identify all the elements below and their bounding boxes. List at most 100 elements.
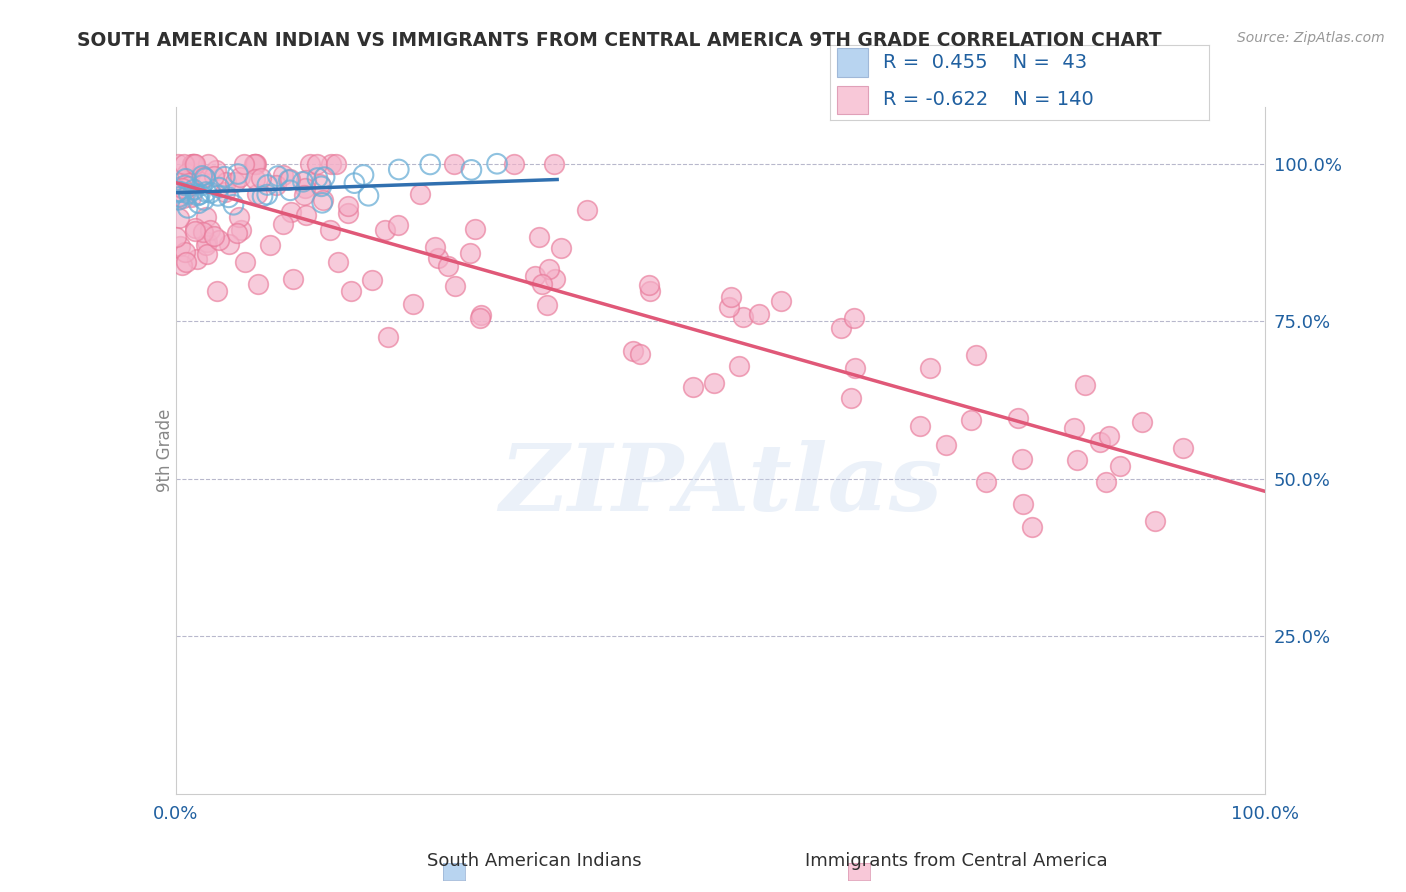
Point (204, 163, 226, 178)
Point (388, 162, 411, 177)
Point (194, 210, 217, 224)
Text: R =  0.455    N =  43: R = 0.455 N = 43 (883, 54, 1087, 72)
Point (177, 176, 200, 190)
Point (215, 175, 238, 189)
Point (1090, 434, 1112, 449)
Point (336, 199, 359, 213)
Point (180, 189, 202, 203)
Point (243, 157, 266, 171)
Point (208, 180, 231, 194)
Point (184, 157, 207, 171)
Point (228, 210, 250, 224)
Point (748, 307, 770, 321)
Point (419, 157, 441, 171)
Point (200, 186, 222, 200)
Point (443, 279, 465, 293)
Point (443, 157, 465, 171)
Point (250, 171, 273, 186)
Point (318, 223, 340, 237)
Point (308, 177, 330, 191)
Point (222, 198, 245, 212)
Point (305, 157, 328, 171)
Point (717, 300, 740, 314)
Point (935, 438, 957, 452)
Point (281, 271, 304, 285)
Point (1074, 378, 1097, 392)
Bar (837, 48, 868, 78)
Point (188, 187, 211, 202)
Point (183, 183, 205, 197)
Point (423, 240, 446, 254)
Point (409, 186, 432, 201)
Point (167, 193, 190, 207)
Point (193, 169, 215, 184)
Point (638, 277, 661, 292)
Point (1130, 415, 1153, 429)
Point (353, 168, 375, 182)
Point (267, 169, 290, 183)
Point (277, 173, 299, 187)
Point (536, 298, 558, 312)
Point (252, 189, 274, 203)
Point (1143, 514, 1166, 528)
Point (402, 297, 425, 311)
Point (271, 168, 294, 182)
Point (543, 157, 565, 171)
Point (226, 227, 249, 241)
Point (470, 308, 492, 322)
Point (638, 284, 661, 298)
Point (187, 196, 209, 211)
Point (246, 187, 269, 202)
Point (174, 171, 197, 186)
Point (264, 178, 287, 192)
Point (183, 157, 205, 171)
Point (294, 180, 316, 194)
Point (427, 252, 450, 266)
Point (321, 157, 343, 171)
Point (458, 245, 481, 260)
Point (187, 188, 209, 202)
Point (218, 190, 240, 204)
Point (180, 164, 202, 178)
Point (298, 157, 321, 171)
Point (1066, 453, 1088, 467)
Point (503, 157, 526, 171)
Point (325, 157, 347, 171)
Point (167, 190, 190, 204)
Point (486, 157, 509, 171)
Point (460, 162, 482, 177)
Point (841, 391, 863, 405)
Point (247, 277, 270, 292)
Point (314, 170, 336, 185)
Point (169, 189, 191, 203)
Point (193, 193, 215, 207)
Point (340, 285, 363, 299)
Point (769, 293, 792, 308)
Point (703, 376, 725, 390)
Point (207, 189, 229, 203)
Point (184, 224, 207, 238)
Point (172, 181, 194, 195)
Point (208, 233, 231, 247)
Point (311, 179, 333, 194)
Text: R = -0.622    N = 140: R = -0.622 N = 140 (883, 90, 1094, 110)
Point (191, 169, 214, 183)
Point (172, 191, 194, 205)
Point (1109, 459, 1132, 474)
Point (202, 169, 225, 184)
Point (1098, 429, 1121, 443)
Text: South American Indians: South American Indians (427, 852, 641, 870)
Point (960, 413, 983, 427)
Point (377, 330, 399, 344)
Point (621, 344, 644, 359)
Point (174, 178, 197, 193)
Point (194, 171, 217, 186)
Point (218, 237, 240, 252)
Point (527, 230, 550, 244)
Point (197, 157, 219, 171)
Point (307, 171, 329, 186)
Point (1173, 441, 1195, 455)
Point (173, 244, 195, 259)
Point (731, 310, 754, 325)
Text: SOUTH AMERICAN INDIAN VS IMMIGRANTS FROM CENTRAL AMERICA 9TH GRADE CORRELATION C: SOUTH AMERICAN INDIAN VS IMMIGRANTS FROM… (77, 31, 1161, 50)
